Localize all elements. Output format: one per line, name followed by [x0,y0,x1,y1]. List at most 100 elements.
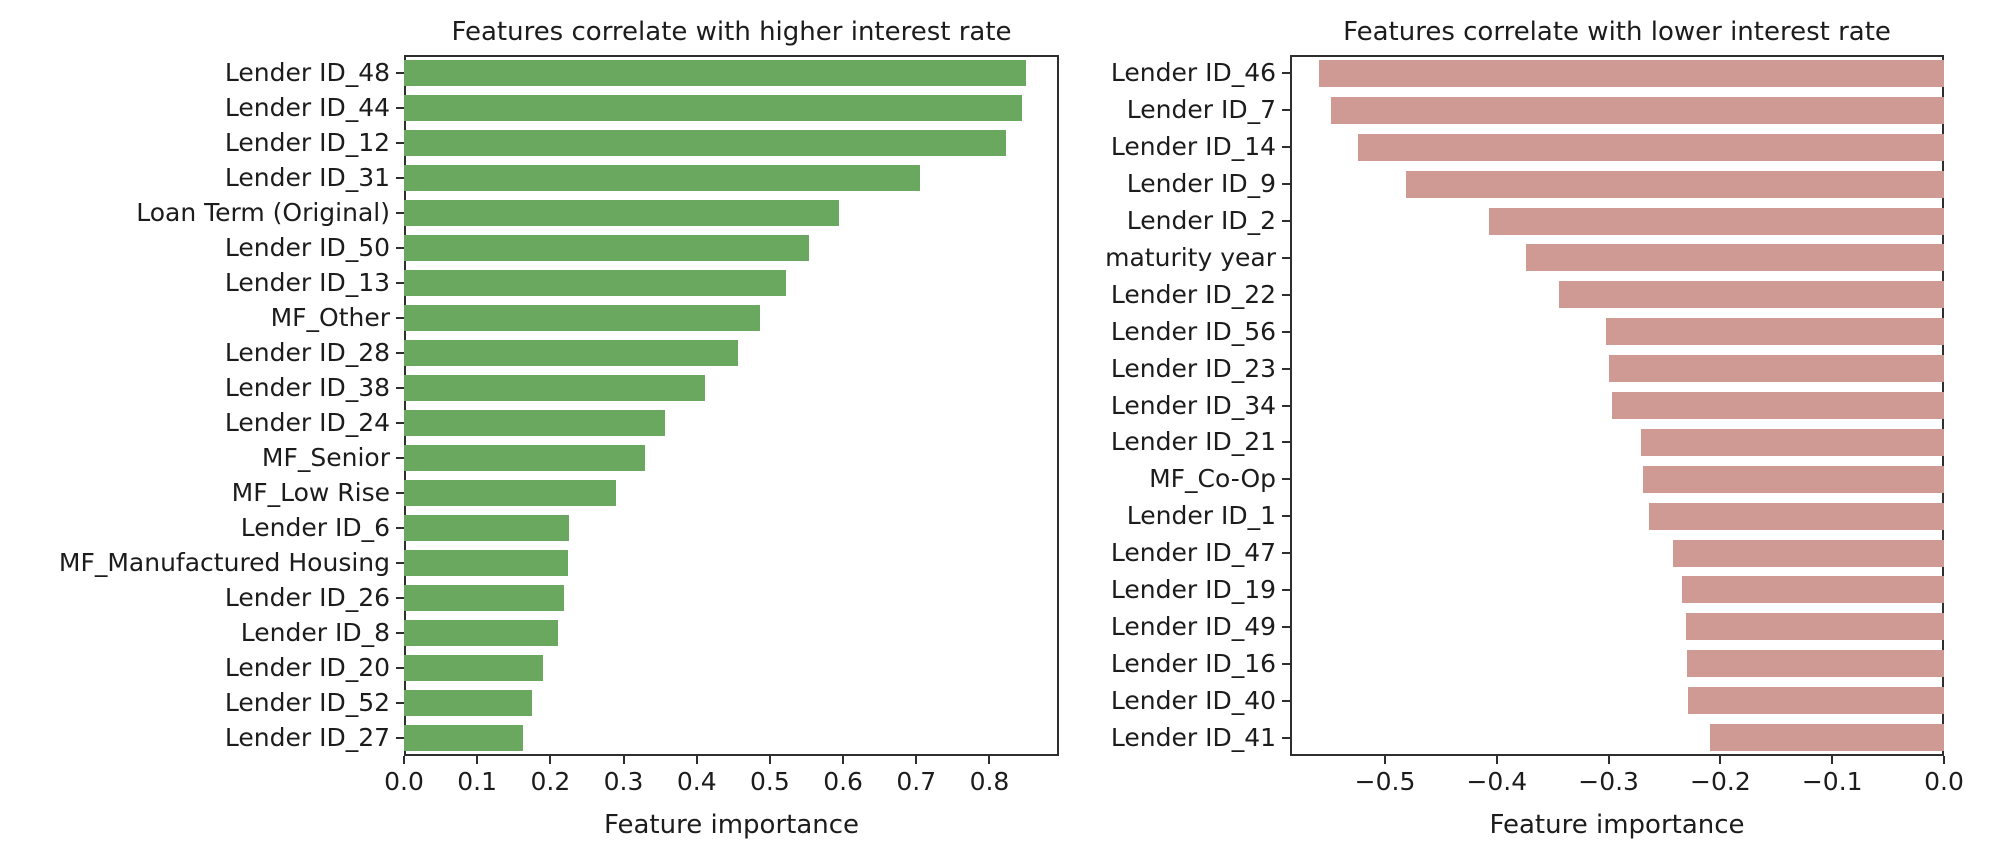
left-bar-lender-id-31 [404,164,920,191]
left-x-tickmark [622,756,625,764]
right-x-tickmark [1495,756,1498,764]
right-y-tick-label: Lender ID_49 [1110,611,1276,641]
left-y-tickmark [396,632,404,635]
right-x-tick-label: −0.5 [1354,767,1416,796]
right-bar-lender-id-21 [1641,428,1944,456]
left-bar-lender-id-26 [404,585,565,612]
right-bar-lender-id-46 [1319,59,1944,87]
left-y-tick-label: Lender ID_8 [240,618,390,648]
right-x-tickmark [1831,756,1834,764]
right-bar-lender-id-2 [1488,207,1944,235]
right-x-tick-label: −0.3 [1578,767,1639,796]
right-y-tick-label: Lender ID_19 [1110,574,1276,604]
right-y-tick-label: Lender ID_22 [1110,279,1276,309]
right-x-tick-label: −0.4 [1466,767,1528,796]
right-x-tick-label: −0.1 [1801,767,1863,796]
right-y-tick-label: Lender ID_47 [1110,538,1276,568]
left-bar-lender-id-13 [404,269,787,296]
left-bar-lender-id-24 [404,410,665,437]
left-y-tickmark [396,106,404,109]
left-y-tickmark [396,737,404,740]
left-x-tick-label: 0.1 [457,767,498,796]
left-bar-lender-id-44 [404,94,1023,121]
right-bar-lender-id-9 [1406,170,1944,198]
right-bar-lender-id-1 [1648,502,1944,530]
left-y-tick-label: MF_Low Rise [231,478,390,508]
left-x-tickmark [915,756,918,764]
right-y-tick-label: Lender ID_16 [1110,648,1276,678]
right-bar-lender-id-41 [1710,724,1944,752]
right-bar-lender-id-34 [1611,392,1944,419]
right-y-tickmark [1282,662,1290,665]
right-bar-mf-co-op [1643,465,1944,493]
right-y-tick-label: Lender ID_56 [1110,316,1276,346]
right-y-tickmark [1282,72,1290,75]
right-bar-lender-id-19 [1682,576,1944,604]
right-y-tickmark [1282,367,1290,370]
left-y-tickmark [396,141,404,144]
left-x-tickmark [403,756,405,764]
right-y-tickmark [1282,330,1290,333]
left-plot-area [404,55,1059,756]
right-bar-maturity-year [1525,244,1944,272]
left-y-tickmark [396,457,404,460]
left-bar-lender-id-20 [404,655,544,682]
left-bar-lender-id-27 [404,725,523,752]
left-bar-lender-id-52 [404,690,533,717]
right-y-tick-label: Lender ID_14 [1110,132,1276,162]
left-bar-lender-id-28 [404,339,738,366]
right-y-tickmark [1282,183,1290,186]
left-bar-lender-id-38 [404,374,705,401]
left-bar-loan-term-original- [404,199,840,226]
left-bar-mf-other [404,304,760,331]
left-y-tickmark [396,667,404,670]
right-y-tick-label: Lender ID_2 [1126,206,1276,236]
right-bar-lender-id-16 [1686,650,1944,678]
left-x-axis-label: Feature importance [603,810,860,840]
left-y-tick-label: Lender ID_6 [240,513,390,543]
left-bar-lender-id-8 [404,620,558,647]
left-y-tick-label: Lender ID_38 [224,372,390,402]
left-y-tick-label: Loan Term (Original) [136,197,390,227]
right-y-tickmark [1282,146,1290,149]
left-y-tick-label: Lender ID_52 [224,688,390,718]
right-y-tickmark [1282,256,1290,259]
left-x-tickmark [768,756,771,764]
left-y-tickmark [396,492,404,495]
right-y-tick-label: MF_Co-Op [1149,464,1276,494]
left-bar-lender-id-48 [404,59,1027,86]
right-x-axis-label: Feature importance [1489,810,1745,840]
left-y-tick-label: Lender ID_48 [224,57,390,87]
left-bar-mf-low-rise [404,480,617,507]
right-bar-lender-id-22 [1559,281,1944,309]
right-y-tickmark [1282,478,1290,481]
left-x-tick-label: 0.4 [676,767,717,796]
left-y-tick-label: Lender ID_27 [224,723,390,753]
left-y-tickmark [396,281,404,284]
right-y-tick-label: Lender ID_34 [1110,390,1276,420]
right-x-tick-label: −0.2 [1690,767,1751,796]
right-y-tick-label: Lender ID_1 [1126,501,1276,531]
right-y-tickmark [1282,699,1290,702]
left-y-tick-label: Lender ID_31 [224,162,390,192]
right-x-tickmark [1384,756,1387,764]
right-y-tickmark [1282,109,1290,112]
right-y-tickmark [1282,515,1290,518]
left-y-tickmark [396,351,404,354]
right-chart-title: Features correlate with lower interest r… [1343,17,1891,47]
right-x-tickmark [1943,756,1945,764]
right-y-tick-label: Lender ID_40 [1110,685,1276,715]
right-y-tick-label: Lender ID_41 [1110,722,1276,752]
left-y-tick-label: MF_Manufactured Housing [58,548,390,578]
left-x-tick-label: 0.2 [530,767,571,796]
left-bar-lender-id-6 [404,515,569,542]
right-y-tick-label: maturity year [1105,242,1276,272]
right-bar-lender-id-40 [1687,687,1944,715]
left-y-tick-label: Lender ID_44 [224,92,390,122]
left-y-tick-label: MF_Senior [261,443,390,473]
left-x-tick-label: 0.0 [384,767,424,796]
left-y-tick-label: Lender ID_28 [224,337,390,367]
right-y-tickmark [1282,441,1290,444]
left-y-tickmark [396,702,404,705]
